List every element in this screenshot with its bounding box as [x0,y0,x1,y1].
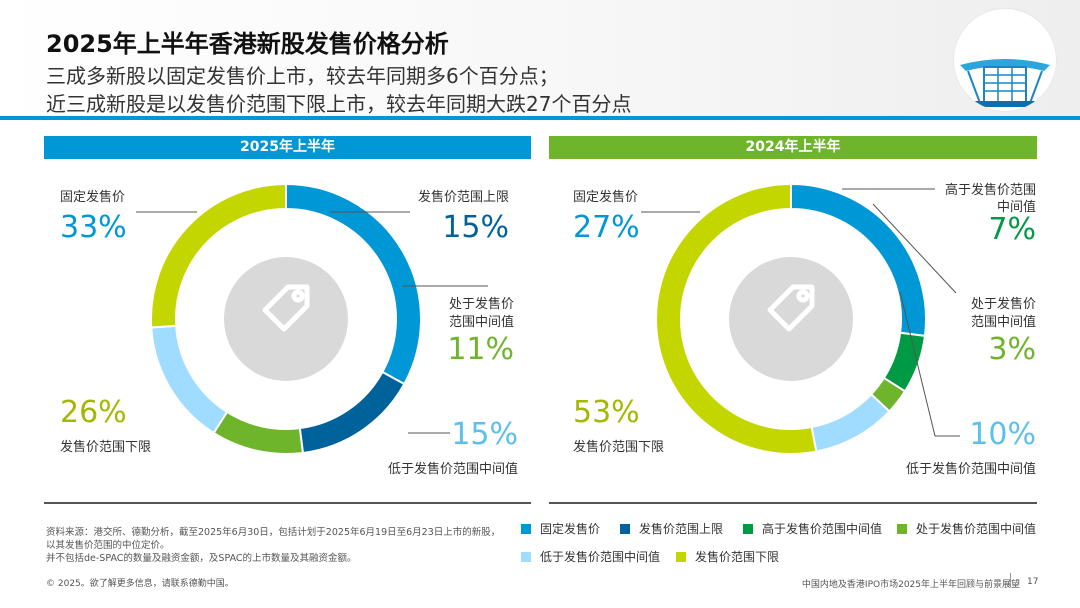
panel-header-2025: 2025年上半年 [44,136,531,159]
page-number: 17 [1027,577,1039,587]
bottom-rule-2025 [44,502,531,504]
donut-chart-2024 [655,182,927,455]
center-circle [224,257,348,381]
pct-2024-lower: 53% [573,395,640,430]
donut-slice-below_mid [150,324,229,435]
source-line-1: 资料来源：港交所、德勤分析，截至2025年6月30日，包括计划于2025年6月1… [46,527,501,538]
label-2024-fixed: 固定发售价 [573,190,639,205]
donut-slice-upper [298,370,406,455]
label-2024-lower: 发售价范围下限 [573,440,665,455]
legend-item-fixed: 固定发售价 [521,520,600,537]
donut-slice-lower [150,182,287,329]
source-note: 资料来源：港交所、德勤分析，截至2025年6月30日，包括计划于2025年6月1… [46,526,516,565]
panel-header-2024: 2024年上半年 [549,136,1037,159]
header-rule [0,116,1080,120]
price-tag-icon [767,284,815,332]
legend-swatch [897,524,907,534]
legend-swatch [521,524,531,534]
pct-2025-fixed: 33% [60,210,127,245]
header-band [0,0,1080,118]
pct-2024-mid: 3% [988,332,1036,367]
pct-2025-lower: 26% [60,395,127,430]
source-line-2: 以其发售价范围的中位定价。 [46,540,170,551]
center-circle [729,257,853,381]
legend-item-lower: 发售价范围下限 [676,548,779,565]
donut-slice-mid [212,410,305,455]
pct-2025-mid: 11% [447,332,514,367]
legend-item-mid: 处于发售价范围中间值 [897,520,1036,537]
legend-item-above-mid: 高于发售价范围中间值 [743,520,882,537]
label-2025-below-mid: 低于发售价范围中间值 [387,462,518,477]
donut-slice-below_mid [810,392,891,453]
label-2025-fixed: 固定发售价 [60,190,126,205]
pct-2024-below-mid: 10% [969,417,1036,452]
copyright: © 2025。欲了解更多信息，请联系德勤中国。 [46,579,234,589]
pct-2024-above-mid: 7% [988,212,1036,247]
legend-item-upper: 发售价范围上限 [620,520,723,537]
label-2025-lower: 发售价范围下限 [60,440,152,455]
legend-swatch [676,552,686,562]
pct-2025-below-mid: 15% [451,417,518,452]
label-2024-mid: 处于发售价 范围中间值 [970,297,1036,330]
label-2024-below-mid: 低于发售价范围中间值 [905,462,1036,477]
pct-2024-fixed: 27% [573,210,640,245]
footer-text: 中国内地及香港IPO市场2025年上半年回顾与前景展望 [801,580,1020,590]
price-tag-icon [262,284,310,332]
legend-swatch [743,524,753,534]
page-title: 2025年上半年香港新股发售价格分析 [46,30,449,58]
source-line-3: 并不包括de-SPAC的数量及融资金额，及SPAC的上市数量及其融资金额。 [46,553,357,564]
label-2024-above-mid: 高于发售价范围 中间值 [944,183,1036,215]
legend-swatch [620,524,630,534]
subtitle-line-1: 三成多新股以固定发售价上市，较去年同期多6个百分点； [46,64,559,88]
label-2025-upper: 发售价范围上限 [417,190,509,205]
legend-swatch [521,552,531,562]
donut-slice-lower [655,182,818,455]
building-illustration [953,8,1057,112]
footer-separator [1010,573,1011,587]
donut-chart-2025 [150,182,422,455]
bottom-rule-2024 [549,502,1037,504]
label-2025-mid: 处于发售价 范围中间值 [448,297,514,330]
subtitle-line-2: 近三成新股是以发售价范围下限上市，较去年同期大跌27个百分点 [46,92,632,116]
pct-2025-upper: 15% [442,210,509,245]
building-icon [960,59,1050,107]
legend-item-below-mid: 低于发售价范围中间值 [521,548,660,565]
